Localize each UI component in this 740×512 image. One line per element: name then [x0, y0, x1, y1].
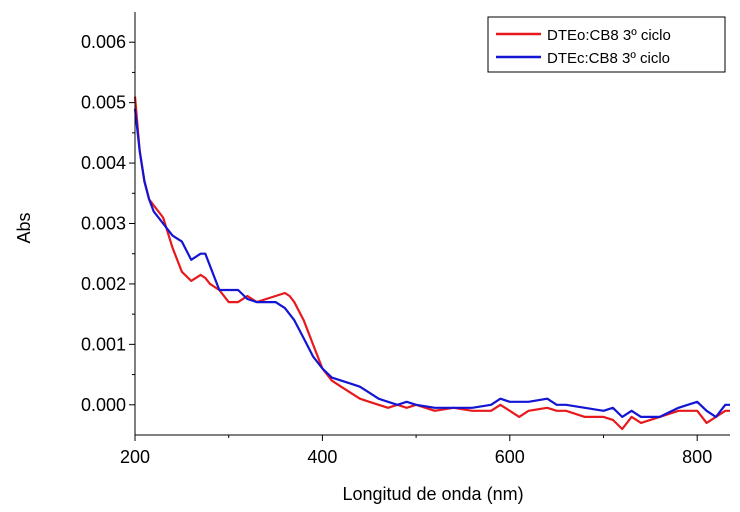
- series-line-1: [133, 108, 730, 418]
- ticks: 200 400 600 800 0.000 0.001 0.002 0.003 0.004 0.0…: [81, 32, 712, 467]
- y-tick-label-4: 0.004: [81, 153, 126, 173]
- y-tick-label-0: 0.000: [81, 395, 126, 415]
- legend-label-dtec: DTEc:CB8 3º ciclo: [547, 50, 670, 67]
- x-axis-title: Longitud de onda (nm): [342, 484, 523, 504]
- y-tick-label-1: 0.001: [81, 334, 126, 354]
- legend-box: [487, 16, 726, 73]
- axes: [134, 12, 730, 436]
- legend-label-dteo: DTEo:CB8 3º ciclo: [547, 27, 671, 44]
- series-line-0: [133, 96, 730, 431]
- plot-series: [133, 96, 730, 431]
- y-tick-label-3: 0.003: [81, 214, 126, 234]
- y-tick-label-6: 0.006: [81, 32, 126, 52]
- y-tick-label-2: 0.002: [81, 274, 126, 294]
- x-tick-label-0: 200: [120, 447, 150, 467]
- y-tick-label-5: 0.005: [81, 93, 126, 113]
- x-tick-label-1: 400: [307, 447, 337, 467]
- y-axis-title: Abs: [14, 212, 34, 243]
- legend: DTEo:CB8 3º ciclo DTEc:CB8 3º ciclo: [487, 16, 726, 73]
- x-tick-label-3: 800: [682, 447, 712, 467]
- x-tick-label-2: 600: [495, 447, 525, 467]
